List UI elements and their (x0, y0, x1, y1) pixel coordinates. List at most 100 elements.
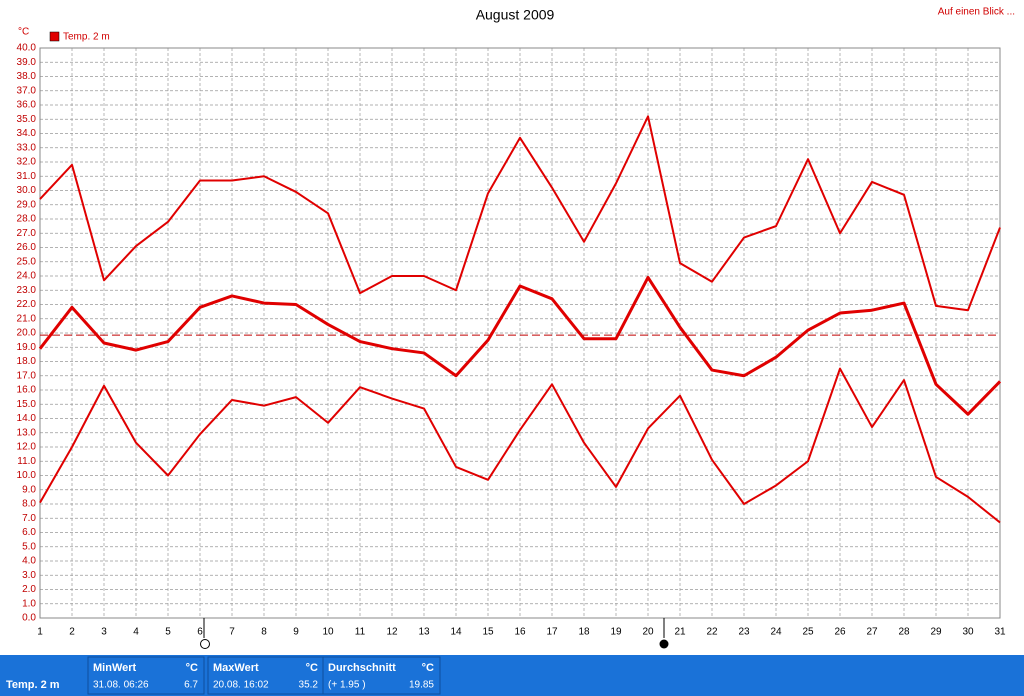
y-tick-label: 17.0 (17, 370, 37, 381)
y-tick-label: 28.0 (17, 214, 37, 225)
y-tick-label: 40.0 (17, 43, 37, 54)
x-tick-label: 12 (386, 627, 398, 638)
y-tick-label: 27.0 (17, 228, 37, 239)
moon-icon (659, 639, 669, 649)
footer-when: (+ 1.95 ) (328, 680, 366, 691)
y-tick-label: 31.0 (17, 171, 37, 182)
x-tick-label: 11 (355, 627, 366, 638)
link[interactable]: Auf einen Blick ... (938, 7, 1015, 18)
legend-label: Temp. 2 m (63, 32, 110, 43)
footer-when: 20.08. 16:02 (213, 680, 269, 691)
y-tick-label: 29.0 (17, 199, 37, 210)
y-tick-label: 10.0 (17, 470, 37, 481)
footer-name: Temp. 2 m (6, 679, 60, 691)
y-tick-label: 6.0 (22, 527, 36, 538)
footer: Temp. 2 m MinWert °C 31.08. 06:26 6.7 MaxWer… (0, 655, 1024, 696)
x-tick-label: 20 (642, 627, 654, 638)
y-tick-label: 5.0 (22, 541, 36, 552)
x-tick-label: 28 (898, 627, 910, 638)
footer-box (207, 656, 325, 695)
y-tick-label: 37.0 (17, 85, 37, 96)
x-tick-label: 13 (418, 627, 430, 638)
x-tick-label: 15 (482, 627, 494, 638)
y-tick-label: 39.0 (17, 57, 37, 68)
chart-title: August 2009 (476, 7, 555, 23)
series-line (38, 275, 1002, 416)
y-tick-label: 24.0 (17, 271, 37, 282)
series-line (39, 115, 1001, 312)
y-tick-label: 21.0 (17, 313, 37, 324)
x-tick-label: 18 (578, 627, 590, 638)
y-unit: °C (18, 27, 29, 38)
y-tick-label: 23.0 (17, 285, 37, 296)
y-tick-label: 3.0 (22, 570, 36, 581)
x-tick-label: 6 (197, 627, 203, 638)
y-tick-label: 0.0 (22, 613, 36, 624)
x-tick-label: 21 (674, 627, 686, 638)
y-tick-label: 8.0 (22, 499, 36, 510)
y-tick-label: 12.0 (17, 442, 37, 453)
x-tick-label: 23 (738, 627, 750, 638)
y-tick-label: 18.0 (17, 356, 37, 367)
y-tick-label: 32.0 (17, 157, 37, 168)
y-tick-label: 2.0 (22, 584, 36, 595)
y-tick-label: 25.0 (17, 256, 37, 267)
y-tick-label: 30.0 (17, 185, 37, 196)
y-tick-label: 15.0 (17, 399, 37, 410)
x-tick-label: 1 (37, 627, 43, 638)
series-line (39, 367, 1001, 524)
footer-unit: °C (422, 662, 434, 674)
x-tick-label: 16 (514, 627, 526, 638)
moon-icon (200, 639, 210, 649)
y-tick-label: 19.0 (17, 342, 37, 353)
x-tick-label: 27 (866, 627, 878, 638)
x-tick-label: 4 (133, 627, 139, 638)
x-tick-label: 9 (293, 627, 299, 638)
footer-unit: °C (306, 662, 318, 674)
y-tick-label: 20.0 (17, 328, 37, 339)
y-tick-label: 26.0 (17, 242, 37, 253)
footer-box (87, 656, 205, 695)
footer-head: MinWert (93, 662, 137, 674)
x-tick-label: 3 (101, 627, 107, 638)
footer-value: 6.7 (184, 680, 198, 691)
plot-border (39, 47, 1001, 619)
x-tick-label: 25 (802, 627, 814, 638)
legend-swatch (49, 31, 60, 42)
x-tick-label: 24 (770, 627, 782, 638)
x-tick-label: 17 (546, 627, 558, 638)
footer-value: 35.2 (299, 680, 319, 691)
x-tick-label: 29 (930, 627, 942, 638)
x-tick-label: 7 (229, 627, 235, 638)
y-tick-label: 38.0 (17, 71, 37, 82)
y-tick-label: 7.0 (22, 513, 36, 524)
x-tick-label: 31 (994, 627, 1006, 638)
y-tick-label: 35.0 (17, 114, 37, 125)
x-tick-label: 19 (610, 627, 622, 638)
plot: 0.01.02.03.04.05.06.07.08.09.010.011.012… (17, 43, 1006, 638)
x-tick-label: 5 (165, 627, 171, 638)
x-tick-label: 26 (834, 627, 846, 638)
footer-when: 31.08. 06:26 (93, 680, 149, 691)
x-tick-label: 8 (261, 627, 267, 638)
y-tick-label: 22.0 (17, 299, 37, 310)
footer-unit: °C (186, 662, 198, 674)
footer-box (322, 656, 441, 695)
y-tick-label: 34.0 (17, 128, 37, 139)
x-tick-label: 30 (962, 627, 974, 638)
y-tick-label: 4.0 (22, 556, 36, 567)
y-tick-label: 16.0 (17, 385, 37, 396)
footer-value: 19.85 (409, 680, 434, 691)
y-tick-label: 11.0 (17, 456, 36, 467)
y-tick-label: 1.0 (22, 598, 36, 609)
x-tick-label: 22 (706, 627, 718, 638)
x-tick-label: 2 (69, 627, 75, 638)
x-tick-label: 10 (322, 627, 334, 638)
footer-head: MaxWert (213, 662, 259, 674)
y-tick-label: 13.0 (17, 427, 37, 438)
y-tick-label: 9.0 (22, 484, 36, 495)
footer-head: Durchschnitt (328, 662, 396, 674)
y-tick-label: 14.0 (17, 413, 37, 424)
